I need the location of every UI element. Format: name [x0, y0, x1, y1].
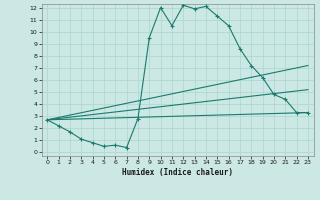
X-axis label: Humidex (Indice chaleur): Humidex (Indice chaleur)	[122, 168, 233, 177]
